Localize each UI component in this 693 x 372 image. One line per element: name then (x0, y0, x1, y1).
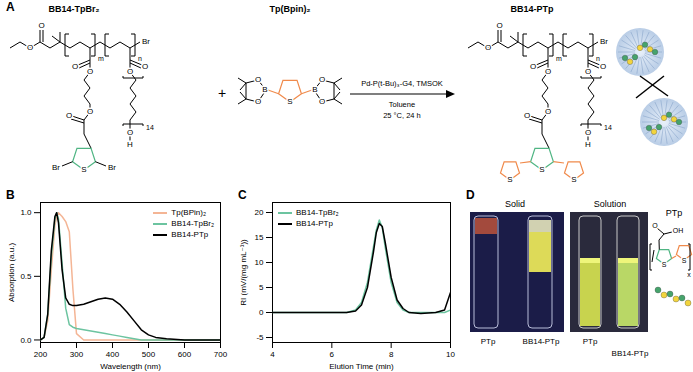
svg-text:4: 4 (270, 350, 275, 359)
svg-text:S: S (571, 175, 576, 184)
svg-text:O: O (142, 62, 148, 71)
svg-text:O: O (38, 21, 44, 30)
svg-text:O: O (530, 62, 536, 71)
svg-text:C: C (238, 188, 247, 202)
svg-text:20: 20 (255, 208, 264, 217)
svg-text:Solution: Solution (594, 199, 627, 209)
svg-text:PTp: PTp (481, 337, 496, 346)
svg-text:O: O (87, 67, 93, 76)
svg-text:10: 10 (255, 258, 264, 267)
svg-text:BB14-PTp: BB14-PTp (523, 337, 560, 346)
svg-text:B: B (262, 85, 267, 94)
svg-text:B: B (6, 188, 15, 202)
svg-text:Toluene: Toluene (389, 100, 415, 109)
svg-text:O: O (545, 67, 551, 76)
svg-text:5: 5 (259, 283, 264, 292)
html-text:BB14-TpBr₂: BB14-TpBr₂ (296, 208, 339, 217)
svg-text:Br: Br (52, 163, 60, 172)
svg-text:H: H (585, 140, 591, 149)
svg-text:BB14-TpBr₂: BB14-TpBr₂ (48, 4, 99, 14)
svg-text:14: 14 (146, 124, 154, 131)
svg-text:0.5: 0.5 (20, 272, 32, 281)
svg-text:+: + (218, 85, 226, 101)
svg-text:10: 10 (446, 350, 455, 359)
svg-text:Tp(Bpin)₂: Tp(Bpin)₂ (270, 4, 311, 14)
svg-text:O: O (87, 107, 93, 116)
svg-text:700: 700 (214, 350, 228, 359)
svg-text:O: O (255, 97, 261, 106)
svg-text:O: O (585, 128, 591, 137)
svg-text:Pd-P(t-Bu)₃-G4, TMSOK: Pd-P(t-Bu)₃-G4, TMSOK (361, 79, 443, 88)
svg-text:O: O (652, 222, 658, 229)
svg-text:600: 600 (178, 350, 192, 359)
svg-text:PTp: PTp (666, 208, 683, 218)
svg-text:S: S (287, 97, 292, 106)
svg-text:O: O (524, 111, 530, 120)
svg-text:O: O (600, 62, 606, 71)
svg-text:RI (mV/(mg mL⁻¹)): RI (mV/(mg mL⁻¹)) (239, 239, 248, 306)
svg-text:200: 200 (34, 350, 48, 359)
svg-text:300: 300 (70, 350, 84, 359)
svg-text:m: m (98, 55, 104, 62)
svg-text:O: O (127, 128, 133, 137)
svg-text:O: O (496, 21, 502, 30)
svg-text:Elution Time (min): Elution Time (min) (329, 362, 394, 371)
svg-text:S: S (507, 175, 512, 184)
svg-text:0.0: 0.0 (20, 336, 32, 345)
svg-text:-5: -5 (256, 333, 264, 342)
svg-text:O: O (66, 111, 72, 120)
svg-text:x: x (687, 271, 691, 278)
svg-text:BB14-PTp: BB14-PTp (612, 349, 649, 358)
svg-text:BB14-PTp: BB14-PTp (510, 4, 554, 14)
svg-text:O: O (585, 67, 591, 76)
svg-text:25 °C, 24 h: 25 °C, 24 h (383, 111, 421, 120)
svg-text:n: n (596, 55, 600, 62)
html-text:BB14-PTp: BB14-PTp (296, 219, 333, 228)
svg-text:500: 500 (142, 350, 156, 359)
svg-text:6: 6 (330, 350, 335, 359)
svg-text:15: 15 (255, 233, 264, 242)
svg-text:Absorption (a.u.): Absorption (a.u.) (7, 243, 16, 302)
svg-text:O: O (319, 75, 325, 84)
html-text:BB14-TpBr₂: BB14-TpBr₂ (171, 219, 214, 228)
svg-text:0: 0 (259, 308, 264, 317)
svg-text:H: H (127, 140, 133, 149)
svg-text:Wavelength (nm): Wavelength (nm) (100, 362, 161, 371)
svg-text:B: B (312, 85, 317, 94)
svg-text:O: O (255, 75, 261, 84)
svg-text:A: A (6, 0, 15, 14)
svg-text:OH: OH (673, 227, 684, 234)
svg-text:m: m (556, 55, 562, 62)
svg-text:Br: Br (142, 37, 150, 46)
svg-text:O: O (545, 107, 551, 116)
svg-text:O: O (319, 97, 325, 106)
svg-text:Br: Br (600, 37, 608, 46)
svg-text:S: S (662, 261, 667, 268)
html-text:BB14-PTp: BB14-PTp (171, 230, 209, 239)
svg-text:PTp: PTp (583, 337, 598, 346)
html-text:Tp(BPin)₂: Tp(BPin)₂ (171, 208, 206, 217)
svg-text:Solid: Solid (505, 199, 525, 209)
svg-text:S: S (81, 165, 86, 174)
svg-text:O: O (72, 62, 78, 71)
svg-text:D: D (466, 188, 475, 202)
svg-text:n: n (138, 55, 142, 62)
svg-text:O: O (485, 43, 491, 52)
svg-text:8: 8 (389, 350, 394, 359)
svg-text:O: O (127, 67, 133, 76)
svg-text:Br: Br (108, 163, 116, 172)
svg-text:S: S (682, 257, 687, 264)
svg-text:400: 400 (106, 350, 120, 359)
svg-text:S: S (539, 165, 544, 174)
svg-text:O: O (27, 43, 33, 52)
svg-text:1.0: 1.0 (20, 208, 32, 217)
svg-text:14: 14 (604, 124, 612, 131)
